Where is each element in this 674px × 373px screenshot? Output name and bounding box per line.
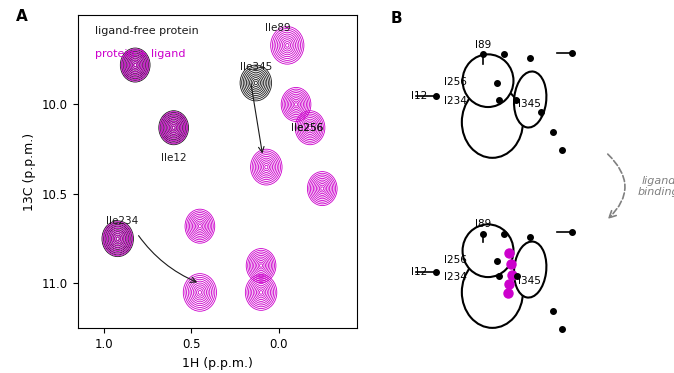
FancyArrowPatch shape xyxy=(608,154,625,218)
Ellipse shape xyxy=(514,72,547,128)
Text: ligand-free protein: ligand-free protein xyxy=(95,26,199,36)
Ellipse shape xyxy=(462,225,514,277)
Text: Ile345: Ile345 xyxy=(240,62,272,72)
Text: I12: I12 xyxy=(411,267,427,277)
Text: I89: I89 xyxy=(474,219,491,229)
Text: protein + ligand: protein + ligand xyxy=(95,49,185,59)
Text: Ile256: Ile256 xyxy=(290,123,323,133)
Text: I256: I256 xyxy=(444,76,467,87)
Y-axis label: 13C (p.p.m.): 13C (p.p.m.) xyxy=(23,132,36,211)
Text: I234: I234 xyxy=(444,272,467,282)
Text: I345: I345 xyxy=(518,100,541,109)
Text: I345: I345 xyxy=(518,276,541,286)
Text: Ile89: Ile89 xyxy=(265,23,290,33)
Text: I12: I12 xyxy=(411,91,427,101)
Ellipse shape xyxy=(462,86,523,158)
Text: B: B xyxy=(390,11,402,26)
Text: Ile234: Ile234 xyxy=(106,216,139,226)
Ellipse shape xyxy=(514,242,547,298)
Text: Ile256: Ile256 xyxy=(290,123,323,133)
Text: I256: I256 xyxy=(444,255,467,265)
X-axis label: 1H (p.p.m.): 1H (p.p.m.) xyxy=(182,357,253,370)
Text: I234: I234 xyxy=(444,96,467,106)
Text: A: A xyxy=(16,9,28,23)
Text: Ile12: Ile12 xyxy=(161,153,187,163)
Text: I89: I89 xyxy=(474,40,491,50)
Text: ligand
binding: ligand binding xyxy=(638,176,674,197)
Ellipse shape xyxy=(462,54,514,107)
Ellipse shape xyxy=(462,256,523,328)
